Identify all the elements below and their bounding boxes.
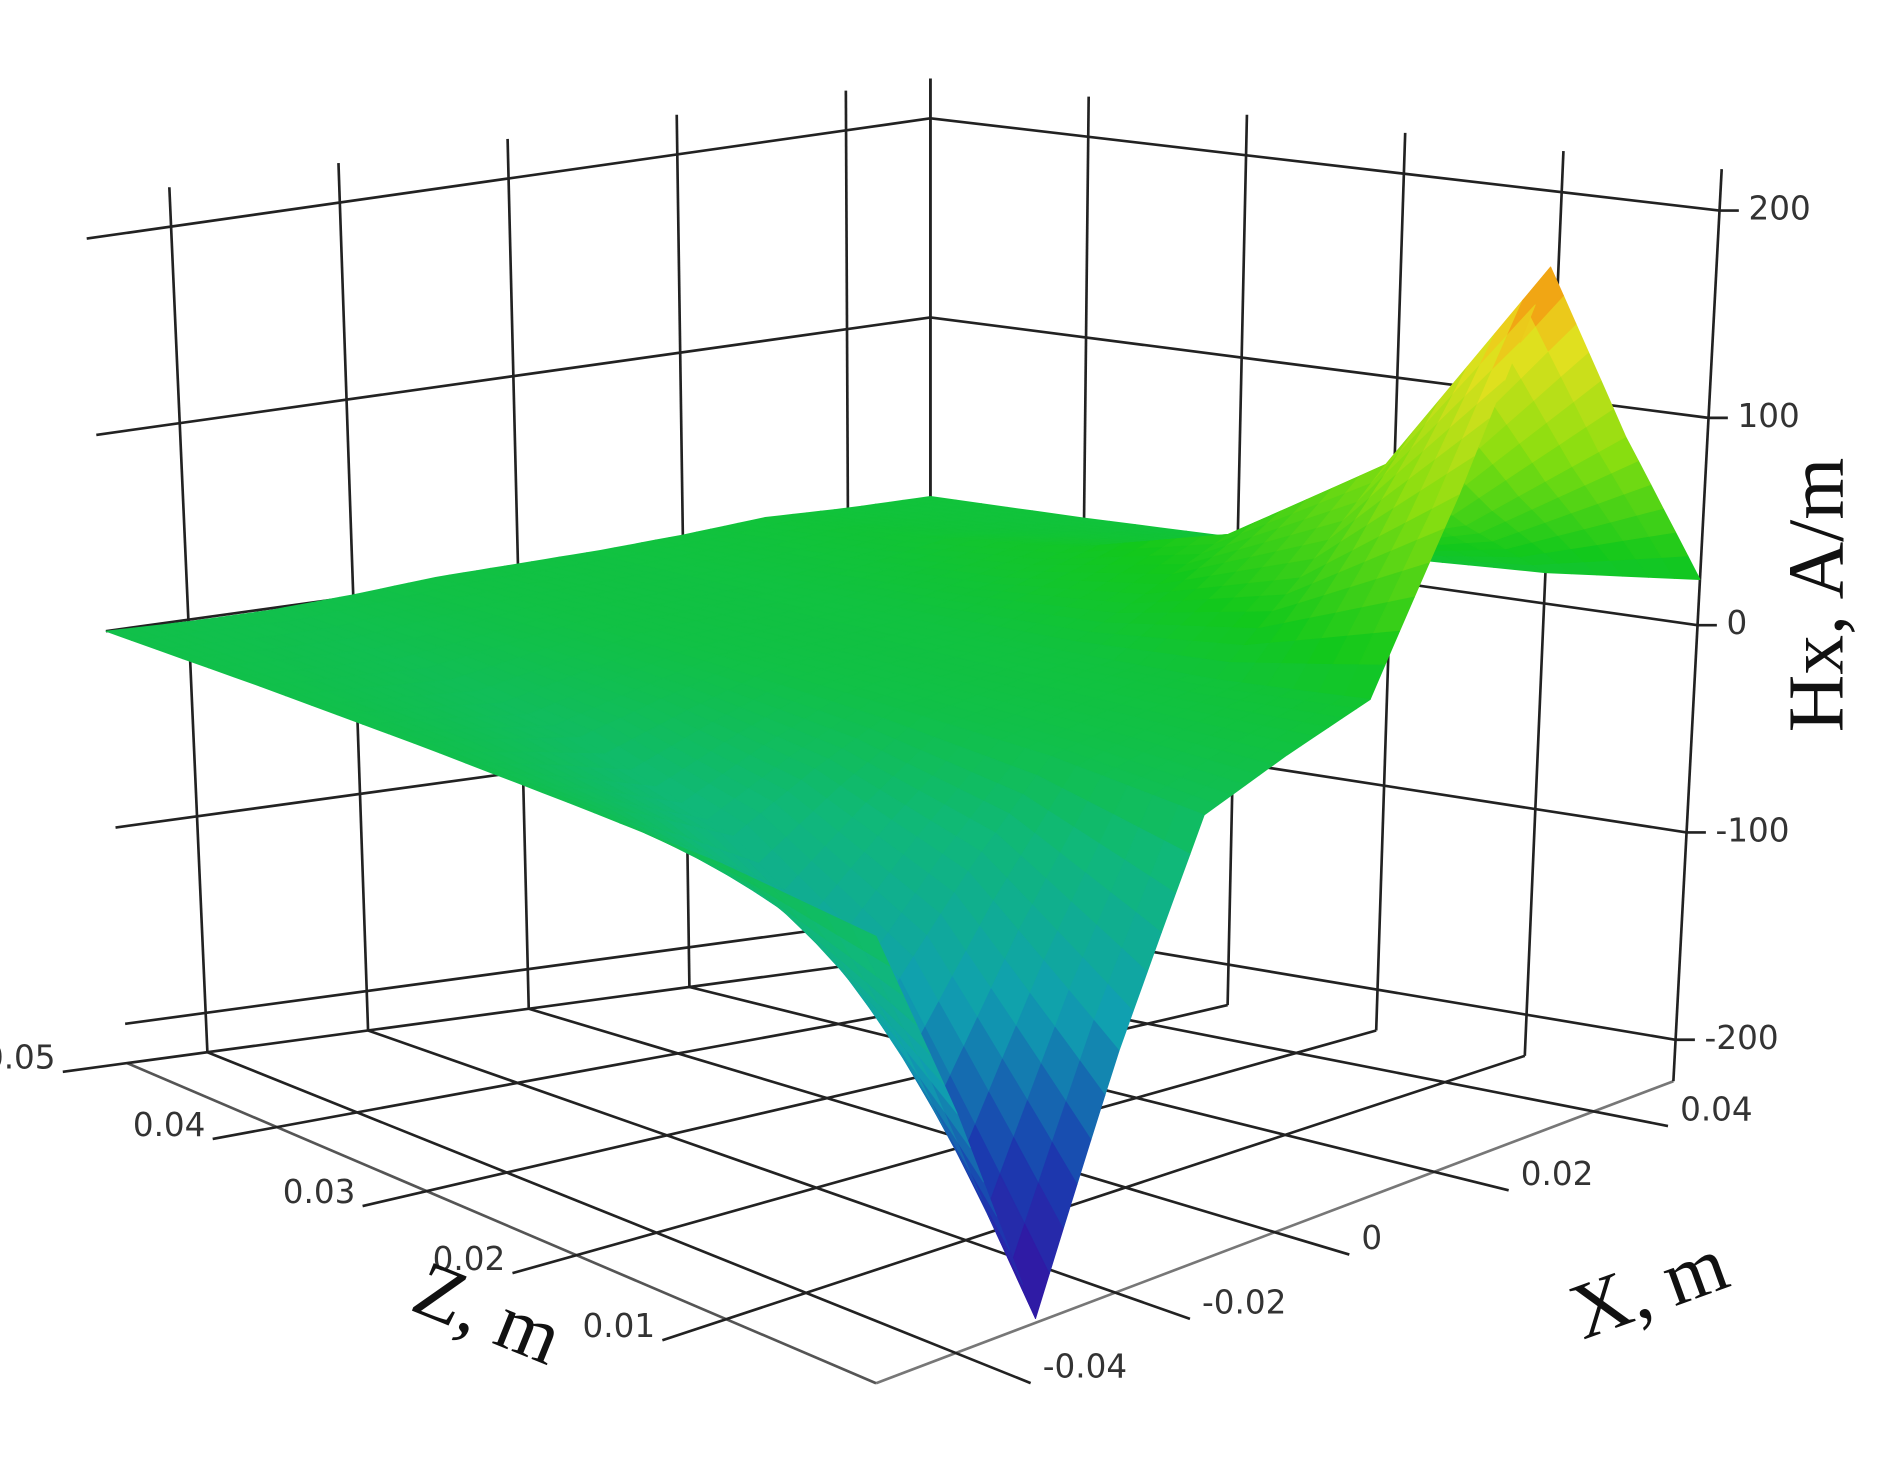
grid-line (96, 316, 931, 437)
surface-patch (849, 923, 891, 967)
x-tick-label: -0.02 (1202, 1283, 1286, 1321)
z-tick-label: 0.02 (433, 1240, 506, 1278)
x-tick-label: 0 (1361, 1219, 1382, 1257)
grid-line (124, 913, 931, 1026)
y-axis-title: Hx, A/m (1773, 458, 1861, 733)
grid-line (930, 117, 1720, 212)
y-tick-label: -200 (1705, 1019, 1779, 1057)
grid-line (62, 953, 931, 1074)
x-axis-title: X, m (1559, 1220, 1739, 1357)
x-tick-label: 0.02 (1521, 1155, 1594, 1193)
grid-line (528, 1007, 1350, 1256)
x-tick-label: 0.04 (1680, 1091, 1753, 1129)
grid-line (86, 117, 931, 240)
y-tick-label: 100 (1738, 397, 1800, 435)
grid-line (367, 1029, 1191, 1321)
y-tick-label: -100 (1716, 811, 1790, 849)
surface (105, 266, 1701, 1319)
z-axis-line (126, 1061, 877, 1385)
x-tick-label: -0.04 (1043, 1348, 1127, 1386)
z-tick-label: 0.01 (583, 1307, 656, 1345)
y-tick-label: 200 (1748, 190, 1810, 228)
z-axis-title: Z, m (402, 1244, 575, 1382)
grid-line (512, 1029, 1377, 1275)
z-tick-label: 0.05 (0, 1039, 56, 1077)
grid-line (661, 1054, 1526, 1342)
z-tick-label: 0.03 (283, 1173, 356, 1211)
z-tick-label: 0.04 (133, 1106, 206, 1144)
y-tick-label: 0 (1727, 604, 1748, 642)
grid-line (206, 1050, 1032, 1385)
